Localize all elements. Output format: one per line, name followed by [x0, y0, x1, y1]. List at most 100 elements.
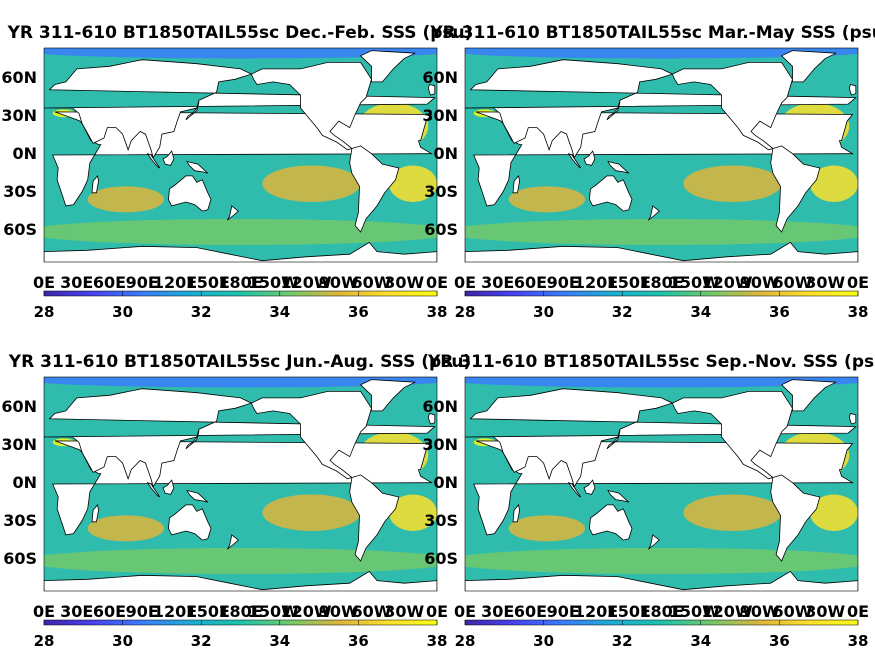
colorbar-tick-label: 36: [348, 303, 369, 321]
continent: [465, 241, 858, 262]
salinity-region: [44, 218, 437, 246]
continent: [671, 61, 793, 151]
latitude-tick-label: 60N: [1, 397, 37, 416]
continent: [648, 534, 660, 550]
continent: [185, 430, 200, 450]
colorbar-tick-label: 36: [769, 632, 790, 650]
continent: [167, 175, 212, 212]
longitude-tick-label: 30W: [384, 602, 424, 621]
continent: [588, 175, 633, 212]
latitude-tick-label: 0N: [433, 144, 458, 163]
salinity-region: [44, 377, 437, 388]
continent: [606, 430, 621, 450]
sss-map-panel: [464, 47, 859, 263]
latitude-tick-label: 30S: [424, 182, 458, 201]
continent: [465, 59, 857, 159]
salinity-region: [44, 547, 437, 575]
longitude-tick-label: 0E: [454, 273, 476, 292]
colorbar-tick-label: 28: [455, 303, 476, 321]
longitude-tick-label: 150E: [607, 273, 651, 292]
continent: [588, 504, 633, 541]
colorbar-tick-label: 38: [848, 632, 869, 650]
longitude-tick-label: 120W: [280, 273, 331, 292]
longitude-tick-label: 150E: [607, 602, 651, 621]
longitude-tick-label: 150W: [669, 273, 720, 292]
salinity-region: [465, 48, 858, 59]
longitude-tick-label: 180E: [218, 273, 262, 292]
colorbar-tick-label: 32: [191, 303, 212, 321]
colorbar-tick-label: 34: [690, 303, 711, 321]
continent: [349, 474, 400, 562]
continent: [186, 160, 209, 174]
salinity-region: [388, 165, 437, 202]
continent: [91, 175, 100, 194]
latitude-tick-label: 30N: [422, 435, 458, 454]
longitude-tick-label: 60E: [93, 602, 126, 621]
longitude-tick-label: 90W: [740, 273, 780, 292]
continent: [606, 101, 621, 121]
continent: [512, 175, 521, 194]
longitude-tick-label: 150E: [186, 273, 230, 292]
continent: [44, 570, 437, 591]
longitude-tick-label: 90W: [319, 273, 359, 292]
continent: [583, 479, 596, 495]
colorbar: [43, 619, 438, 626]
longitude-tick-label: 120E: [574, 602, 618, 621]
latitude-tick-label: 60N: [1, 68, 37, 87]
continent: [848, 84, 857, 96]
continent: [780, 379, 837, 412]
longitude-tick-label: 90W: [319, 602, 359, 621]
colorbar-tick-label: 36: [769, 303, 790, 321]
longitude-tick-label: 60W: [773, 273, 813, 292]
longitude-tick-label: 30E: [60, 602, 93, 621]
longitude-tick-label: 120W: [701, 602, 752, 621]
longitude-tick-label: 90E: [547, 273, 580, 292]
continent: [44, 59, 436, 159]
salinity-region: [465, 377, 858, 388]
continent: [770, 145, 821, 233]
colorbar: [464, 619, 859, 626]
colorbar-tick-label: 28: [455, 632, 476, 650]
longitude-tick-label: 90E: [126, 602, 159, 621]
longitude-tick-label: 0E: [426, 273, 448, 292]
colorbar: [464, 290, 859, 297]
longitude-tick-label: 120E: [153, 602, 197, 621]
continent: [427, 84, 436, 96]
colorbar: [43, 290, 438, 297]
latitude-tick-label: 60N: [422, 397, 458, 416]
land-masses: [465, 50, 858, 262]
sss-map-panel: [464, 376, 859, 592]
colorbar-tick-label: 34: [690, 632, 711, 650]
longitude-tick-label: 90E: [126, 273, 159, 292]
salinity-region: [508, 515, 586, 542]
latitude-tick-label: 30N: [1, 106, 37, 125]
continent: [227, 205, 239, 221]
continent: [162, 479, 175, 495]
longitude-tick-label: 0E: [454, 602, 476, 621]
latitude-tick-label: 30S: [3, 182, 37, 201]
longitude-tick-label: 120W: [280, 602, 331, 621]
continent: [567, 152, 582, 169]
latitude-tick-label: 30N: [1, 435, 37, 454]
continent: [648, 205, 660, 221]
continent: [770, 474, 821, 562]
continent: [671, 390, 793, 480]
colorbar-tick-label: 30: [112, 632, 133, 650]
longitude-tick-label: 0E: [847, 273, 869, 292]
salinity-region: [44, 48, 437, 59]
land-masses: [44, 50, 437, 262]
continent: [185, 101, 200, 121]
colorbar-tick-label: 32: [191, 632, 212, 650]
continent: [465, 388, 857, 488]
land-masses: [44, 379, 437, 591]
plot-frame: [43, 376, 438, 592]
longitude-tick-label: 60E: [514, 273, 547, 292]
continent: [250, 61, 372, 151]
continent: [607, 160, 630, 174]
salinity-region: [683, 165, 782, 202]
colorbar-tick-label: 32: [612, 303, 633, 321]
longitude-tick-label: 30E: [481, 602, 514, 621]
salinity-region: [809, 165, 858, 202]
longitude-tick-label: 30E: [481, 273, 514, 292]
